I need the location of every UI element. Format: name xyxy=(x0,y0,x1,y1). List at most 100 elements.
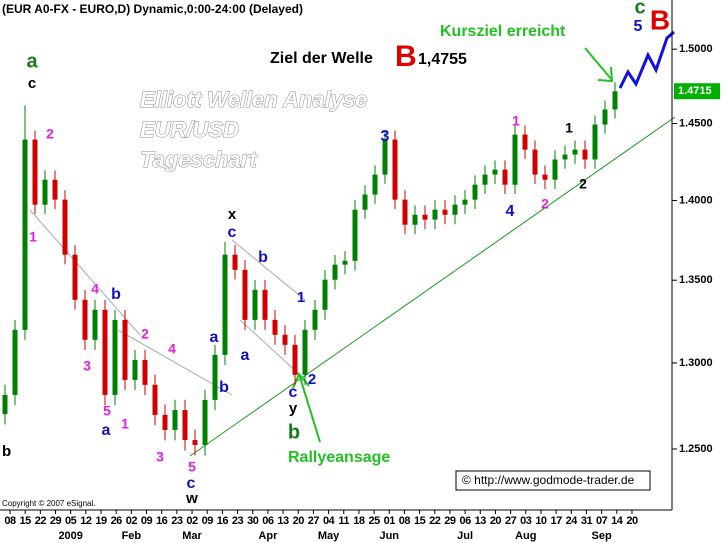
candle-body xyxy=(202,399,208,445)
x-tick-label: 27 xyxy=(308,515,320,527)
candle-body xyxy=(72,254,78,300)
candle-body xyxy=(552,159,558,180)
reached-text: Kursziel erreicht xyxy=(440,23,566,40)
candle-body xyxy=(152,384,158,415)
wave-label: B xyxy=(650,4,670,35)
y-tick-label: 1.4500 xyxy=(679,117,713,129)
candle-body xyxy=(232,254,238,270)
wave-label: b xyxy=(258,249,268,266)
wave-label: 3 xyxy=(83,358,91,374)
x-tick-label: 06 xyxy=(459,515,471,527)
candle-body xyxy=(472,184,478,200)
wave-label: c xyxy=(634,0,645,18)
x-tick-label: 11 xyxy=(338,515,349,527)
copyright: Copyright © 2007 eSignal. xyxy=(2,499,96,508)
arrow xyxy=(584,47,613,81)
wave-label: b xyxy=(288,421,300,443)
wave-label: 1 xyxy=(297,289,305,306)
x-tick-label: 05 xyxy=(65,515,77,527)
wave-label: 2 xyxy=(141,326,149,342)
wave-label: 4 xyxy=(91,281,99,297)
wave-label: 1 xyxy=(565,120,573,136)
x-tick-label: 15 xyxy=(20,515,32,527)
candle-body xyxy=(32,139,38,205)
candle-body xyxy=(512,134,518,185)
x-tick-label: 09 xyxy=(141,515,153,527)
candle-body xyxy=(612,91,618,110)
y-tick-label: 1.5000 xyxy=(679,43,713,55)
candle-body xyxy=(412,214,418,225)
candle-body xyxy=(452,204,458,215)
candle-body xyxy=(582,149,588,160)
wave-label: c xyxy=(187,475,196,492)
target-text: Ziel der Welle xyxy=(270,50,373,67)
x-tick-label: 19 xyxy=(95,515,107,527)
wave-label: 1 xyxy=(512,113,520,129)
candle-body xyxy=(252,289,258,320)
candle-body xyxy=(242,269,248,320)
candle-body xyxy=(82,299,88,340)
x-tick-label: 31 xyxy=(581,515,593,527)
candle-body xyxy=(142,359,148,385)
candle-body xyxy=(362,194,368,210)
x-tick-label: 06 xyxy=(262,515,274,527)
x-tick-label: 23 xyxy=(171,515,183,527)
source-box xyxy=(455,470,651,491)
x-tick-label: 20 xyxy=(626,515,638,527)
y-tick-label: 1.4000 xyxy=(679,194,713,206)
x-tick-label: 26 xyxy=(111,515,123,527)
projection xyxy=(618,30,675,89)
y-tick-label: 1.3000 xyxy=(679,357,713,369)
wave-label: 5 xyxy=(103,403,111,419)
wave-label: a xyxy=(26,50,38,72)
candle-body xyxy=(332,264,338,280)
candle-body xyxy=(542,174,548,180)
x-tick-label: 29 xyxy=(50,515,62,527)
wave-label: c xyxy=(28,75,36,92)
x-tick-label: 10 xyxy=(535,515,547,527)
x-tick-label: 04 xyxy=(323,515,336,527)
wave-label: 2 xyxy=(46,126,54,142)
candle-body xyxy=(292,344,298,375)
month-label: Mar xyxy=(182,530,202,542)
wave-label: c xyxy=(228,224,237,241)
candle-body xyxy=(402,199,408,225)
candle-body xyxy=(22,139,28,330)
candle-body xyxy=(42,179,48,205)
x-tick-label: 14 xyxy=(611,515,624,527)
x-tick-label: 16 xyxy=(156,515,168,527)
candle-body xyxy=(302,329,308,375)
last-price-label: 1.4715 xyxy=(678,85,712,97)
month-label: Jul xyxy=(457,530,473,542)
arrow-head xyxy=(597,66,614,83)
x-tick-label: 22 xyxy=(35,515,47,527)
chart-title: (EUR A0-FX - EURO,D) Dynamic,0:00-24:00 … xyxy=(2,2,303,16)
wave-label: b xyxy=(111,286,121,303)
x-tick-label: 25 xyxy=(368,515,380,527)
x-tick-label: 09 xyxy=(202,515,214,527)
month-label: Sep xyxy=(592,530,612,542)
candle-body xyxy=(172,410,178,430)
month-label: May xyxy=(318,530,340,542)
candle-body xyxy=(282,334,288,345)
wave-label: 5 xyxy=(634,18,643,35)
candle-body xyxy=(262,289,268,320)
candle-body xyxy=(442,209,448,215)
source: © http://www.godmode-trader.de xyxy=(462,473,635,487)
trend-line xyxy=(189,116,676,457)
candle-body xyxy=(2,394,8,415)
wave-label: 2 xyxy=(541,196,549,212)
watermark: Tageschart xyxy=(140,147,258,172)
wave-label: a xyxy=(210,329,219,346)
wave-label: 1 xyxy=(29,229,37,245)
candle-body xyxy=(492,169,498,175)
candle-body xyxy=(502,169,508,185)
candle-body xyxy=(182,410,188,441)
wave-label: 5 xyxy=(188,459,196,475)
candle-body xyxy=(322,279,328,310)
candle-body xyxy=(212,354,218,400)
candle-body xyxy=(562,154,568,160)
channel-line xyxy=(29,209,141,336)
x-tick-label: 20 xyxy=(490,515,502,527)
